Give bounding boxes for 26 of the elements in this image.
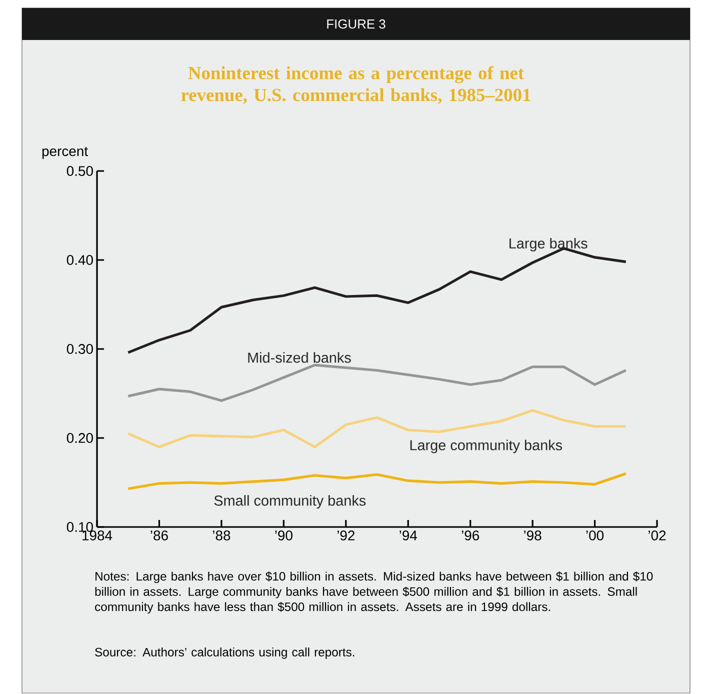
series-label: Large banks [510,238,588,252]
series-label: Small community banks [214,495,366,509]
x-tick-label: 1984 [82,530,112,540]
x-tick-label: ’94 [400,530,418,540]
x-tick-label: ’02 [648,530,666,540]
x-tick-label: ’00 [586,530,604,540]
y-tick-label: 0.30 [66,344,93,354]
x-tick-label: ’96 [462,530,480,540]
y-tick-label: 0.20 [66,433,93,443]
y-tick-label: 0.40 [66,255,93,265]
x-tick-label: ’90 [275,530,292,540]
series-label: Mid-sized banks [248,352,351,363]
x-tick-label: ’92 [337,530,355,540]
chart-title: Noninterest income as a percentage of net revenue, U.S. commercial banks, 1985–2001 [181,66,530,104]
line-series [126,364,628,402]
x-tick-label: ’88 [213,530,230,540]
x-tick-label: ’86 [150,530,168,540]
series-label: Large community banks [410,440,562,454]
y-axis-title: percent [42,146,88,159]
y-tick-label: 0.50 [66,166,93,176]
x-tick-label: ’98 [524,530,542,540]
line-series [126,472,628,490]
text: Notes: Large banks have over $10 billion in assets. Mid-sized banks have between $1 billion and $10 billion in assets. Large community banks have between $500 million and $1 billion in assets. Small community banks have less than $500 million in assets. Assets are in 1999 dollars. [95,572,653,614]
y-tick-label: 0.10 [66,522,93,532]
caption: FIGURE 3 [327,19,386,29]
source-note: Source: Authors’ calculations using call reports. [95,648,354,659]
